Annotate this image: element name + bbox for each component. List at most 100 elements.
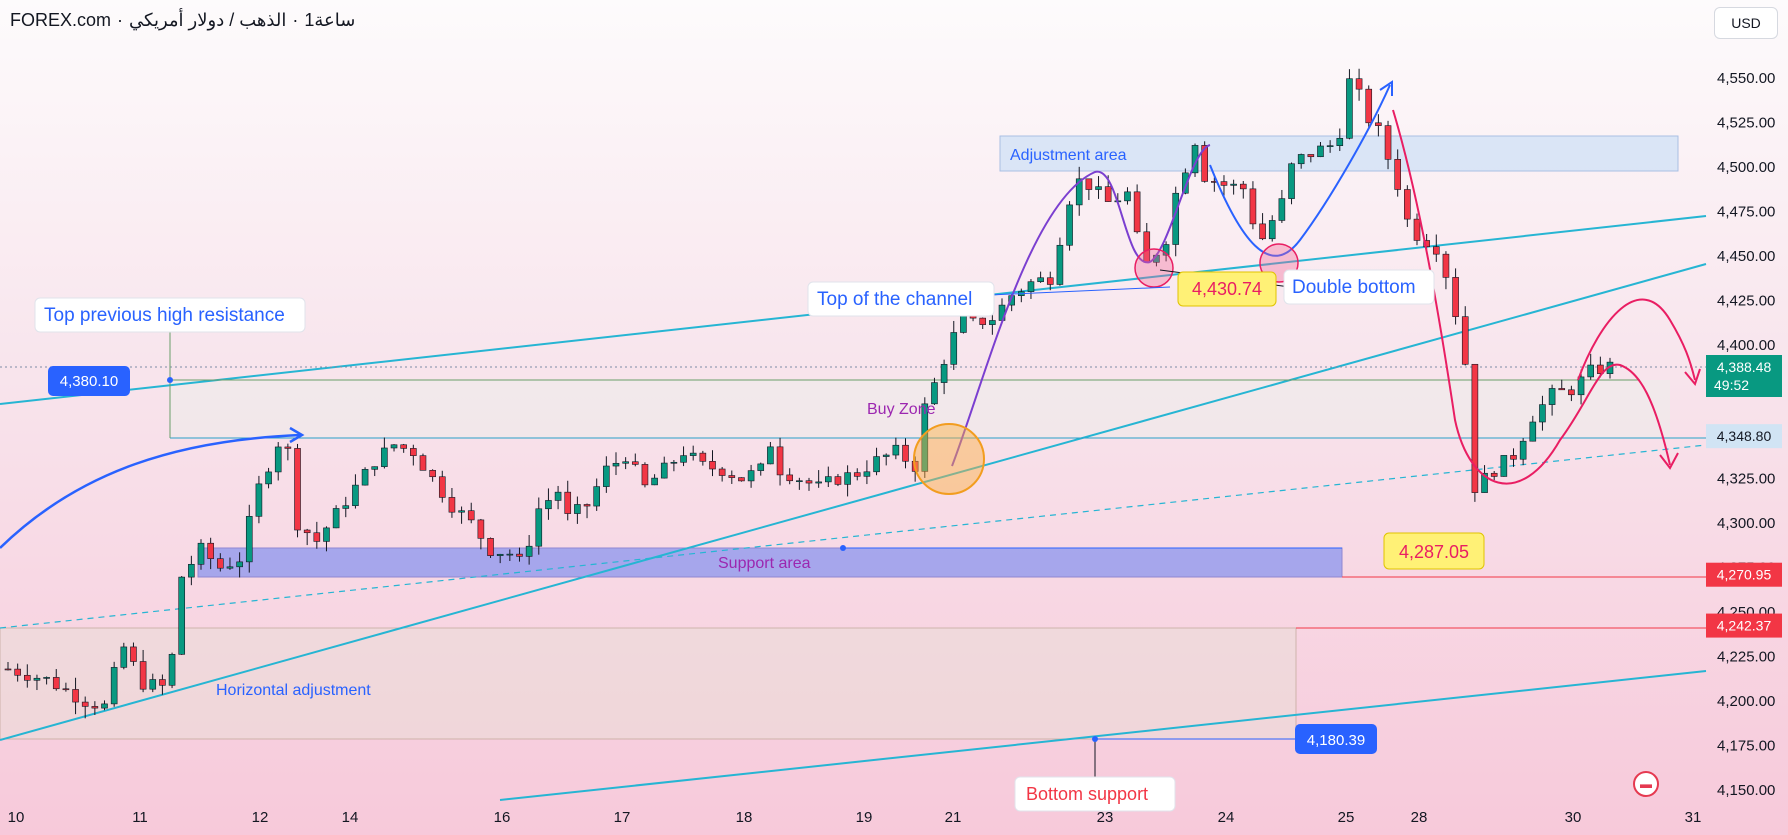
candles-layer <box>4 68 1614 719</box>
candle-body <box>525 545 533 557</box>
candle-body <box>294 448 301 531</box>
candle-body <box>612 462 620 467</box>
time-tick-label: 23 <box>1097 809 1114 826</box>
time-tick-label: 10 <box>8 809 25 826</box>
candle-body <box>1230 183 1237 186</box>
candle-body <box>410 448 417 456</box>
candle-body <box>1510 455 1517 460</box>
candle-body <box>535 508 543 547</box>
candle-body <box>1413 218 1421 241</box>
candle-body <box>1288 163 1295 199</box>
candle-body <box>284 446 292 449</box>
candle-body <box>487 538 494 556</box>
candle-body <box>545 500 552 510</box>
timeframe-label: 1ساعة <box>304 10 356 30</box>
candle-body <box>323 527 330 542</box>
candle-body <box>1201 145 1208 182</box>
channel-lines <box>0 215 1707 801</box>
candle-body <box>1268 220 1276 240</box>
candle-body <box>1394 159 1401 190</box>
price-tick-label: 4,400.00 <box>1717 337 1775 354</box>
candle-body <box>217 558 224 569</box>
bottom-1-circle <box>1134 248 1174 288</box>
resistance-label: Top previous high resistance <box>44 305 285 326</box>
price-tick-label: 4,150.00 <box>1717 782 1775 799</box>
level-4287-text: 4,287.05 <box>1399 542 1469 562</box>
candle-body <box>265 471 272 485</box>
time-tick-label: 28 <box>1411 809 1428 826</box>
candle-body <box>458 510 465 513</box>
candle-body <box>149 679 157 690</box>
candle-body <box>631 461 639 465</box>
price-tick-label: 4,175.00 <box>1717 738 1775 755</box>
purple-curve-arrow-2 <box>1149 144 1211 263</box>
price-axis-tag-text: 4,242.37 <box>1717 618 1772 634</box>
time-tick-label: 21 <box>945 809 962 826</box>
candle-body <box>1249 188 1257 225</box>
candle-body <box>168 654 176 686</box>
candle-body <box>110 667 118 705</box>
candle-body <box>940 364 948 383</box>
candle-body <box>371 466 379 470</box>
blue-double-bottom-arrow <box>1209 84 1391 257</box>
horizontal-adjustment-zone <box>0 627 1297 740</box>
price-tick-label: 4,475.00 <box>1717 204 1775 221</box>
candle-body <box>1239 183 1247 190</box>
candle-body <box>467 510 475 521</box>
level-4430-text: 4,430.74 <box>1192 279 1262 299</box>
blue-curve-arrow <box>0 433 301 549</box>
resistance-label-box <box>34 297 306 333</box>
blue-up-arrowhead <box>1379 80 1393 96</box>
horizontal-adjustment-label: Horizontal adjustment <box>216 682 371 699</box>
price-axis-tags: 4,388.48 49:52 4,348.80 4,270.95 4,242.37 <box>1706 355 1782 638</box>
candle-body <box>1182 172 1189 194</box>
candle-body <box>226 566 234 569</box>
candle-body <box>554 491 562 501</box>
candle-body <box>1471 363 1479 493</box>
candle-body <box>419 455 427 471</box>
current-price-tag <box>1706 355 1782 397</box>
support-area-zone <box>197 547 1343 578</box>
candle-body <box>274 446 282 473</box>
currency-button[interactable]: USD <box>1714 7 1778 39</box>
support-area-label: Support area <box>718 555 811 572</box>
symbol-header[interactable]: FOREX.com · الذهب / دولار أمريكي · 1ساعة <box>10 10 355 31</box>
candle-body <box>1452 277 1459 317</box>
candle-body <box>313 532 321 542</box>
candle-body <box>1056 244 1064 285</box>
economic-event-icon[interactable]: ▬ <box>1633 771 1659 797</box>
price-tick-label: 4,225.00 <box>1717 649 1775 666</box>
buy-zone-label: Buy Zone <box>867 401 936 418</box>
candle-body <box>255 483 263 517</box>
bottom-support-label: Bottom support <box>1026 784 1148 804</box>
candle-body <box>361 469 369 486</box>
candle-body <box>1481 472 1488 493</box>
anchor-dot-1 <box>167 377 173 383</box>
candle-body <box>1336 137 1344 146</box>
candle-body <box>989 320 996 325</box>
current-price-value: 4,388.48 <box>1717 359 1772 375</box>
time-tick-label: 31 <box>1685 809 1702 826</box>
candle-body <box>352 484 359 506</box>
candle-body <box>738 477 745 482</box>
candle-body <box>1307 154 1315 158</box>
candle-body <box>101 703 108 709</box>
candle-body <box>844 472 851 485</box>
candle-body <box>429 470 436 478</box>
level-4180-tag <box>1295 724 1377 754</box>
candle-body <box>873 456 880 473</box>
level-4180-text: 4,180.39 <box>1307 732 1365 749</box>
candle-body <box>583 504 591 507</box>
candle-body <box>757 463 765 471</box>
candle-body <box>72 689 79 703</box>
candle-body <box>1317 145 1324 158</box>
time-tick-label: 19 <box>856 809 873 826</box>
candle-body <box>853 472 861 477</box>
time-tick-label: 12 <box>252 809 269 826</box>
red-arrowhead-1 <box>1659 452 1679 470</box>
candle-body <box>1577 376 1585 396</box>
candle-body <box>574 504 581 514</box>
candle-body <box>1423 240 1430 248</box>
candle-body <box>699 452 707 462</box>
